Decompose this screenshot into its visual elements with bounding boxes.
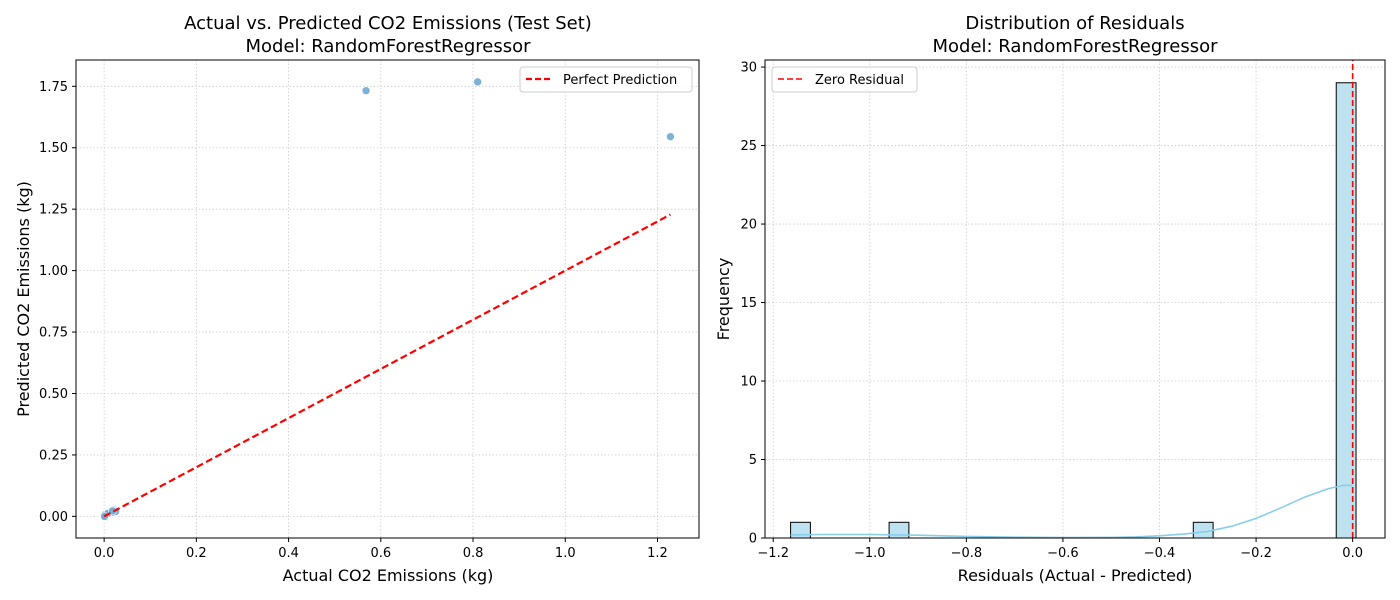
scatter-point bbox=[666, 132, 675, 141]
scatter-y-tick-label: 0.25 bbox=[39, 448, 68, 463]
histogram-chart: Distribution of Residuals Model: RandomF… bbox=[714, 13, 1386, 585]
histogram-x-tick-label: −0.8 bbox=[951, 546, 983, 561]
scatter-grid bbox=[76, 60, 699, 538]
histogram-legend: Zero Residual bbox=[771, 66, 918, 93]
scatter-x-tick-label: 0.2 bbox=[186, 546, 207, 561]
histogram-x-tick-label: 0.0 bbox=[1342, 546, 1363, 561]
perfect-prediction-line bbox=[103, 213, 671, 518]
histogram-y-tick-label: 5 bbox=[749, 453, 757, 468]
scatter-marks bbox=[99, 77, 675, 522]
histogram-x-axis-label: Residuals (Actual - Predicted) bbox=[958, 566, 1193, 585]
histogram-y-axis-label: Frequency bbox=[714, 258, 733, 341]
scatter-y-tick-label: 1.50 bbox=[39, 141, 68, 156]
histogram-y-tick-label: 20 bbox=[740, 218, 757, 233]
histogram-axes-frame bbox=[764, 59, 1386, 539]
histogram-x-tick-label: −0.4 bbox=[1144, 546, 1176, 561]
scatter-chart: Actual vs. Predicted CO2 Emissions (Test… bbox=[14, 13, 700, 585]
scatter-x-tick-label: 0.8 bbox=[463, 546, 484, 561]
histogram-y-tick-label: 25 bbox=[740, 139, 757, 154]
histogram-ticks: −1.2 −1.0 −0.8 −0.6 −0.4 −0.2 0.0 0 5 10 15 20 25 30 bbox=[740, 61, 1363, 561]
scatter-x-tick-label: 1.0 bbox=[555, 546, 576, 561]
histogram-x-tick-label: −1.0 bbox=[854, 546, 886, 561]
histogram-legend-box bbox=[771, 66, 918, 93]
scatter-legend-box bbox=[519, 66, 693, 93]
histogram-x-tick-label: −0.6 bbox=[1047, 546, 1079, 561]
histogram-legend-label: Zero Residual bbox=[815, 73, 904, 88]
scatter-x-axis-label: Actual CO2 Emissions (kg) bbox=[283, 566, 494, 585]
histogram-y-tick-label: 15 bbox=[740, 296, 757, 311]
histogram-subtitle: Model: RandomForestRegressor bbox=[932, 36, 1218, 57]
histogram-y-tick-label: 0 bbox=[749, 532, 757, 547]
scatter-point bbox=[473, 77, 482, 87]
histogram-x-tick-label: −1.2 bbox=[757, 546, 789, 561]
histogram-grid bbox=[765, 60, 1385, 539]
histogram-title: Distribution of Residuals bbox=[965, 13, 1184, 34]
histogram-x-tick-label: −0.2 bbox=[1240, 546, 1272, 561]
scatter-x-tick-label: 0.6 bbox=[370, 546, 391, 561]
scatter-x-tick-label: 1.2 bbox=[647, 546, 668, 561]
scatter-x-tick-label: 0.0 bbox=[94, 546, 115, 561]
scatter-point bbox=[361, 86, 371, 96]
scatter-y-tick-label: 0.75 bbox=[39, 326, 68, 341]
scatter-y-tick-label: 1.75 bbox=[39, 80, 68, 95]
scatter-ticks: 0.0 0.2 0.4 0.6 0.8 1.0 1.2 0.00 0.25 0.50 0.75 1.0… bbox=[39, 80, 668, 561]
scatter-y-tick-label: 0.00 bbox=[39, 510, 68, 525]
scatter-title: Actual vs. Predicted CO2 Emissions (Test… bbox=[184, 13, 592, 34]
histogram-y-tick-label: 30 bbox=[740, 61, 757, 76]
scatter-y-tick-label: 1.00 bbox=[39, 264, 68, 279]
scatter-legend: Perfect Prediction bbox=[519, 66, 693, 93]
scatter-y-axis-label: Predicted CO2 Emissions (kg) bbox=[14, 181, 33, 417]
scatter-y-tick-label: 0.50 bbox=[39, 387, 68, 402]
histogram-y-tick-label: 10 bbox=[740, 375, 757, 390]
scatter-subtitle: Model: RandomForestRegressor bbox=[245, 36, 531, 57]
histogram-marks bbox=[790, 60, 1357, 539]
kde-curve bbox=[790, 484, 1353, 539]
scatter-legend-label: Perfect Prediction bbox=[563, 73, 677, 88]
scatter-axes-frame bbox=[75, 59, 700, 539]
scatter-x-tick-label: 0.4 bbox=[278, 546, 299, 561]
scatter-y-tick-label: 1.25 bbox=[39, 203, 68, 218]
